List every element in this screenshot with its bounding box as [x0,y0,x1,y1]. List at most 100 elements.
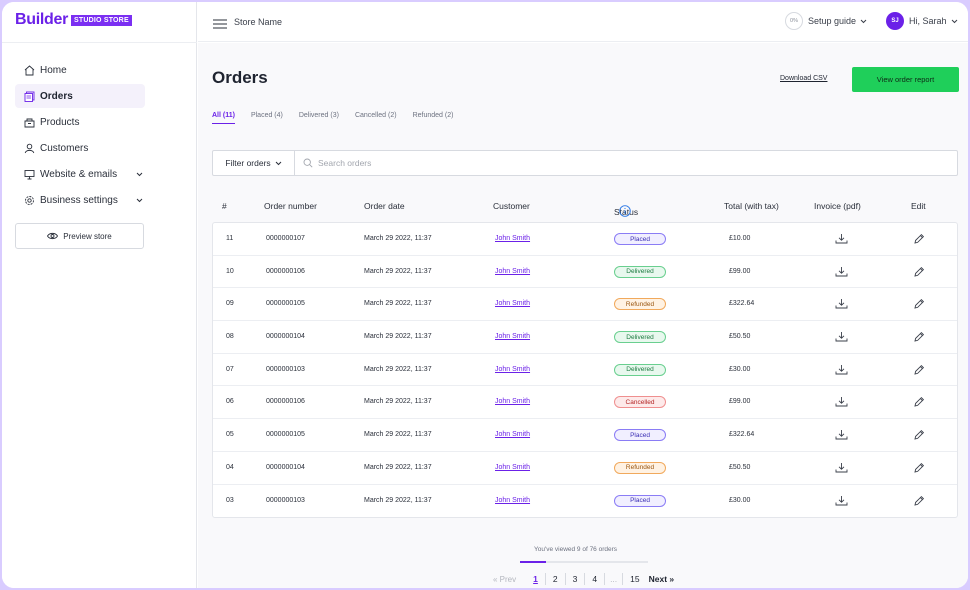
table-header: # Order number Order date Customer Statu… [212,195,958,219]
header-status-label: Status [614,207,639,217]
page-4-button[interactable]: 4 [585,573,606,585]
home-icon [23,64,35,76]
sidebar-item-website-emails[interactable]: Website & emails [15,162,183,186]
page-last-button[interactable]: 15 [630,574,640,584]
download-csv-link[interactable]: Download CSV [780,75,828,82]
edit-pencil-icon[interactable] [913,233,925,247]
sidebar-item-orders[interactable]: Orders [15,84,145,108]
setup-guide-button[interactable]: 0% Setup guide [785,12,867,30]
viewed-progress-bar [520,561,648,563]
table-row: 05 0000000105 March 29 2022, 11:37 John Smi… [213,419,957,452]
page-1-button[interactable]: 1 [526,573,546,585]
order-total: £322.64 [729,300,755,308]
download-icon[interactable] [835,298,848,311]
download-icon[interactable] [835,495,848,508]
download-icon[interactable] [835,364,848,377]
order-date: March 29 2022, 11:37 [364,267,432,275]
header-order-number: Order number [264,201,317,211]
download-icon[interactable] [835,396,848,409]
sidebar-item-home[interactable]: Home [15,58,183,82]
page-3-button[interactable]: 3 [566,573,586,585]
prev-page-button[interactable]: « Prev [493,574,517,584]
customer-link[interactable]: John Smith [495,235,531,242]
page-2-button[interactable]: 2 [546,573,566,585]
search-input[interactable] [318,158,618,168]
user-menu[interactable]: SJ Hi, Sarah [886,12,958,30]
edit-pencil-icon[interactable] [913,266,925,280]
customer-link[interactable]: John Smith [495,398,531,406]
header-invoice: Invoice (pdf) [814,201,861,211]
order-number: 0000000103 [266,365,305,373]
customer-link[interactable]: John Smith [495,463,531,471]
order-row-num: 04 [226,463,234,471]
order-number: 0000000107 [266,235,305,242]
download-icon[interactable] [835,233,848,246]
status-badge: Cancelled [614,396,666,409]
filter-orders-button[interactable]: Filter orders [213,151,295,175]
customer-link[interactable]: John Smith [495,300,531,308]
download-icon[interactable] [835,266,848,279]
avatar: SJ [886,12,904,30]
order-total: £50.50 [729,333,751,341]
customer-link[interactable]: John Smith [495,431,531,439]
download-icon[interactable] [835,331,848,344]
order-total: £30.00 [729,496,751,504]
products-icon [23,116,35,128]
preview-store-label: Preview store [63,231,112,241]
user-greeting: Hi, Sarah [909,16,947,26]
sidebar-item-products[interactable]: Products [15,110,183,134]
edit-pencil-icon[interactable] [913,331,925,345]
tab-delivered[interactable]: Delivered (3) [298,112,339,119]
sidebar-item-label: Orders [40,90,73,102]
chevron-down-icon [136,195,143,206]
customer-link[interactable]: John Smith [495,496,531,504]
next-page-button[interactable]: Next » [648,574,675,584]
order-total: £30.00 [729,365,751,373]
sidebar-item-business-settings[interactable]: Business settings [15,188,183,212]
edit-pencil-icon[interactable] [913,462,925,476]
view-order-report-button[interactable]: View order report [852,67,959,92]
brand-logo[interactable]: Builder STUDIO STORE [15,11,132,28]
order-row-num: 06 [226,398,234,406]
tab-refunded[interactable]: Refunded (2) [412,112,454,119]
tab-placed[interactable]: Placed (4) [250,112,283,119]
edit-pencil-icon[interactable] [913,298,925,312]
download-icon[interactable] [835,429,848,442]
sidebar-item-label: Website & emails [40,168,118,180]
table-row: 08 0000000104 March 29 2022, 11:37 John Smi… [213,321,957,354]
order-row-num: 09 [226,300,234,308]
order-row-num: 05 [226,431,234,439]
order-number: 0000000106 [266,267,305,275]
sidebar-item-label: Home [40,64,67,76]
customer-link[interactable]: John Smith [495,365,531,373]
order-date: March 29 2022, 11:37 [364,333,432,341]
order-number: 0000000103 [266,496,305,504]
order-date: March 29 2022, 11:37 [364,365,432,373]
order-total: £50.50 [729,463,751,471]
sidebar: Builder STUDIO STORE Home Orders Products C… [2,2,197,588]
status-badge: Delivered [614,331,666,344]
tab-all[interactable]: All (11) [212,112,235,124]
filter-bar: Filter orders [212,150,958,176]
order-row-num: 11 [226,235,234,242]
edit-pencil-icon[interactable] [913,396,925,410]
order-total: £322.64 [729,431,755,439]
viewed-count: You've viewed 9 of 76 orders [534,546,618,553]
edit-pencil-icon[interactable] [913,429,925,443]
customer-link[interactable]: John Smith [495,333,531,341]
status-badge: Placed [614,233,666,245]
edit-pencil-icon[interactable] [913,495,925,509]
download-icon[interactable] [835,462,848,475]
info-icon[interactable] [619,205,631,217]
edit-pencil-icon[interactable] [913,364,925,378]
table-row: 04 0000000104 March 29 2022, 11:37 John Smi… [213,452,957,485]
sidebar-item-customers[interactable]: Customers [15,136,183,160]
table-row: 06 0000000106 March 29 2022, 11:37 John Smi… [213,386,957,420]
store-name: Store Name [234,17,283,27]
status-badge: Delivered [614,363,666,376]
hamburger-menu-icon[interactable] [213,16,227,34]
customer-link[interactable]: John Smith [495,267,531,275]
page-title: Orders [212,68,268,87]
tab-cancelled[interactable]: Cancelled (2) [354,112,397,119]
preview-store-button[interactable]: Preview store [15,223,144,249]
